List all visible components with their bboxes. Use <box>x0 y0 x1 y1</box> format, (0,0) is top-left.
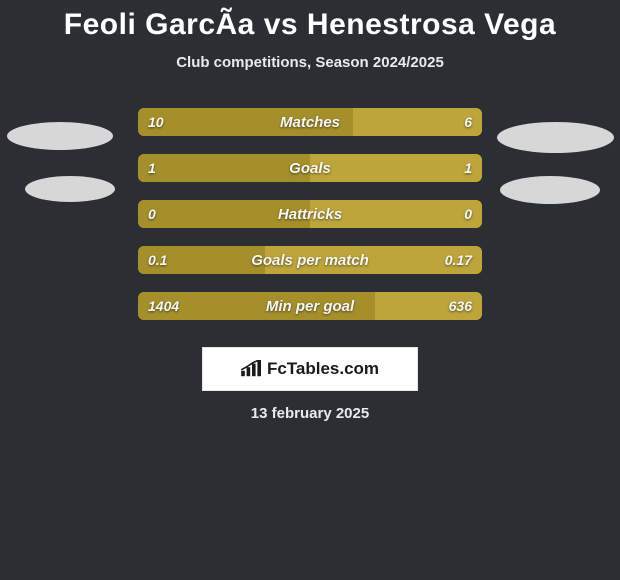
stat-value-left: 1 <box>148 154 156 182</box>
stat-row: Goals per match0.10.17 <box>0 237 620 283</box>
stat-row: Min per goal1404636 <box>0 283 620 329</box>
subtitle: Club competitions, Season 2024/2025 <box>0 54 620 71</box>
bar-segment-left <box>138 154 310 182</box>
bar-chart-icon <box>241 360 263 378</box>
stat-value-right: 6 <box>464 108 472 136</box>
stat-value-right: 0 <box>464 200 472 228</box>
bar-track <box>138 292 482 320</box>
bar-segment-left <box>138 108 353 136</box>
player-badge-oval <box>500 176 600 204</box>
stat-value-left: 0 <box>148 200 156 228</box>
stat-value-left: 10 <box>148 108 164 136</box>
player-badge-oval <box>7 122 113 150</box>
player-badge-oval <box>25 176 115 202</box>
bar-track <box>138 246 482 274</box>
bar-track <box>138 154 482 182</box>
bar-segment-right <box>310 200 482 228</box>
date-label: 13 february 2025 <box>0 405 620 422</box>
stat-value-right: 1 <box>464 154 472 182</box>
bar-segment-right <box>353 108 482 136</box>
brand-label: FcTables.com <box>267 359 379 379</box>
player-badge-oval <box>497 122 614 153</box>
page-title: Feoli GarcÃa vs Henestrosa Vega <box>0 0 620 42</box>
bar-segment-left <box>138 200 310 228</box>
bar-track <box>138 200 482 228</box>
stat-value-right: 636 <box>449 292 472 320</box>
stat-value-left: 1404 <box>148 292 179 320</box>
stat-value-left: 0.1 <box>148 246 167 274</box>
brand-box[interactable]: FcTables.com <box>202 347 418 391</box>
stat-value-right: 0.17 <box>445 246 472 274</box>
bar-segment-right <box>310 154 482 182</box>
bar-track <box>138 108 482 136</box>
